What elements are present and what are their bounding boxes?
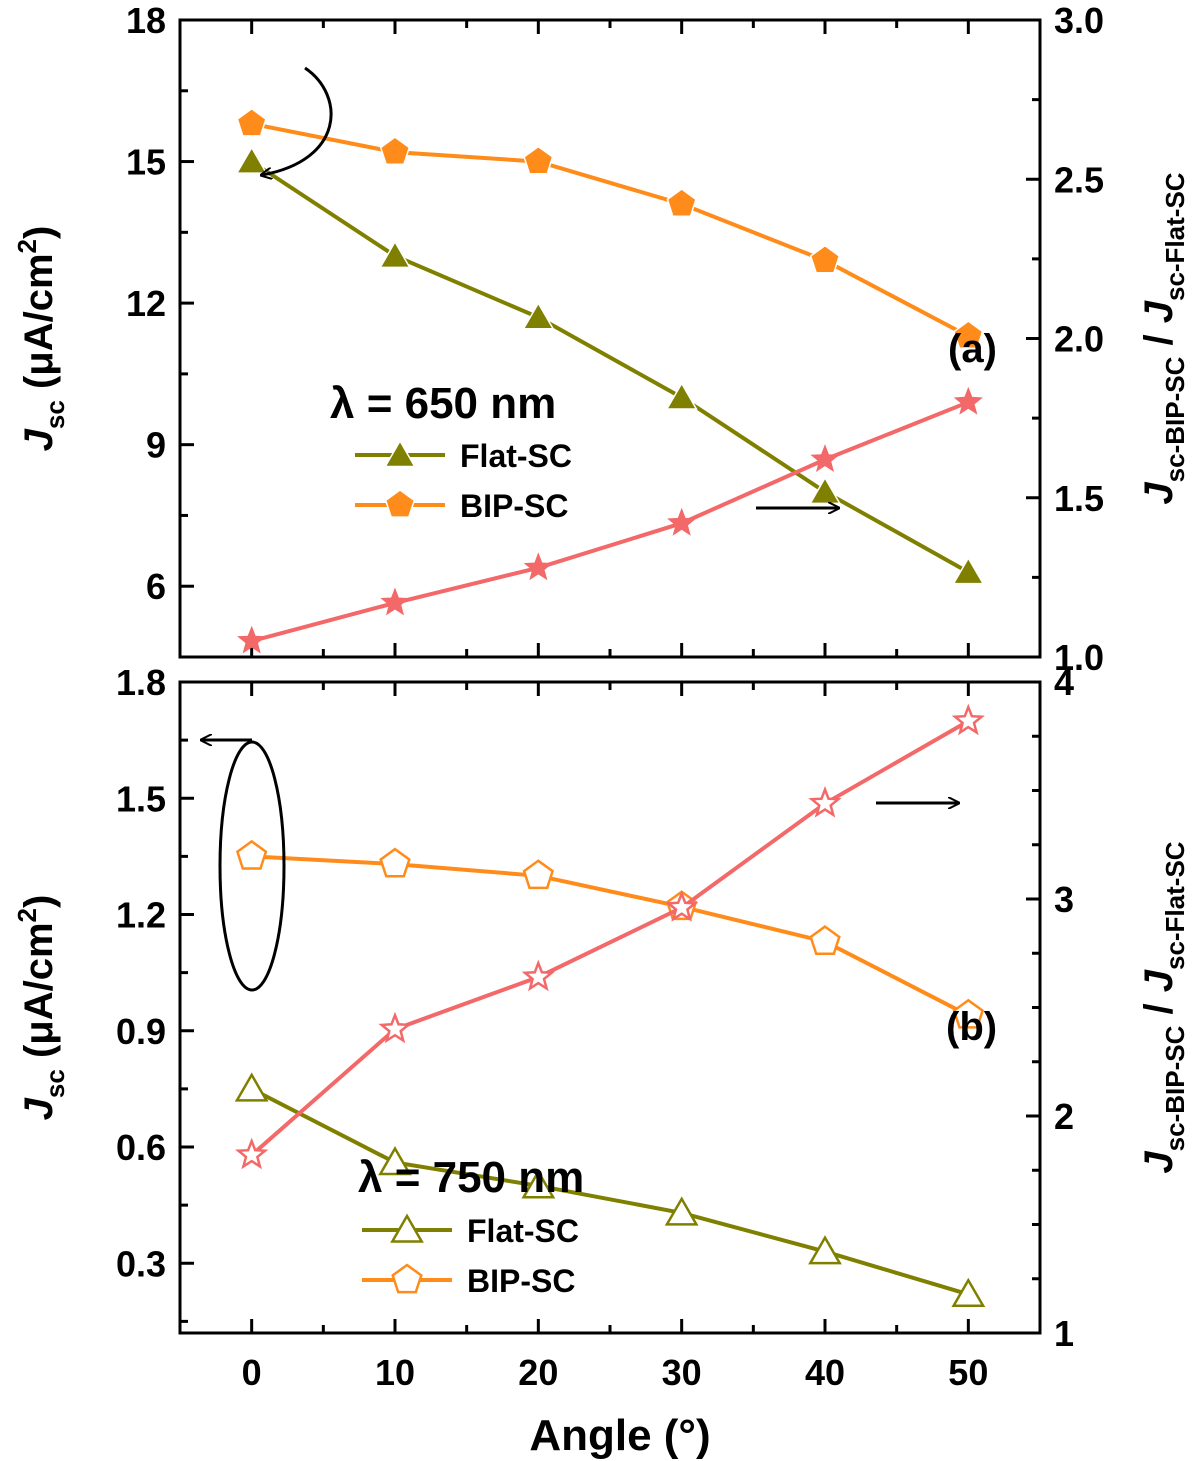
y-right-axis-title: Jsc-BIP-SC / Jsc-Flat-SC xyxy=(1137,172,1190,504)
y-right-tick-label: 2 xyxy=(1054,1096,1074,1137)
y-left-tick-label: 6 xyxy=(146,566,166,607)
series-line-bip-sc xyxy=(251,854,970,1018)
data-point-bip-sc xyxy=(666,188,697,217)
legend-label-flat-sc: Flat-SC xyxy=(467,1213,579,1249)
series-line-ratio xyxy=(250,719,970,1157)
data-point-ratio xyxy=(810,444,840,473)
data-point-flat-sc xyxy=(665,382,698,410)
legend-label-flat-sc: Flat-SC xyxy=(460,438,572,474)
y-left-axis-title: Jsc (μA/cm2) xyxy=(12,226,70,452)
series-line-flat-sc xyxy=(250,1087,969,1297)
series-line-bip-sc xyxy=(251,121,970,338)
data-point-bip-sc xyxy=(379,136,411,166)
data-point-ratio xyxy=(378,1011,412,1044)
data-point-bip-sc xyxy=(952,998,985,1029)
y-left-tick-label: 1.2 xyxy=(116,895,166,936)
panel-b: 0 10 20 30 40 50 Angle (°) 0.3 0.6 0.9 1.2 1.5 1.8 1 2… xyxy=(12,662,1190,1460)
x-axis-title: Angle (°) xyxy=(529,1411,710,1460)
y-left-tick-label: 0.3 xyxy=(116,1243,166,1284)
legend-marker-bip-sc xyxy=(384,489,416,518)
legend-marker-flat-sc xyxy=(384,439,416,468)
x-tick-label: 20 xyxy=(518,1352,558,1393)
data-point-flat-sc xyxy=(809,476,841,505)
legend-marker-bip-sc xyxy=(391,1263,423,1294)
legend-title: λ = 650 nm xyxy=(330,379,556,428)
y-left-tick-label: 15 xyxy=(126,142,166,183)
data-point-bip-sc xyxy=(953,320,984,350)
data-point-bip-sc xyxy=(809,244,841,274)
data-point-bip-sc xyxy=(235,839,268,870)
y-left-tick-label: 0.6 xyxy=(116,1127,166,1168)
left-axis-pointer-arrow xyxy=(262,66,333,175)
x-tick-label: 30 xyxy=(662,1352,702,1393)
y-left-tick-label: 18 xyxy=(126,0,166,41)
y-left-tick-label: 1.5 xyxy=(116,778,166,819)
y-right-tick-label: 3.0 xyxy=(1054,0,1104,41)
data-point-flat-sc xyxy=(952,556,985,585)
data-point-ratio xyxy=(953,386,983,415)
data-point-flat-sc xyxy=(522,301,555,330)
y-right-tick-label: 1.0 xyxy=(1054,637,1104,678)
data-point-bip-sc xyxy=(236,107,267,137)
y-left-axis-title: Jsc (μA/cm2) xyxy=(12,895,70,1121)
y-left-tick-label: 9 xyxy=(146,425,166,466)
data-point-ratio xyxy=(951,703,985,736)
y-right-tick-label: 4 xyxy=(1054,662,1074,703)
x-tick-label: 40 xyxy=(805,1352,845,1393)
legend-label-bip-sc: BIP-SC xyxy=(467,1263,575,1299)
x-tick-label: 10 xyxy=(375,1352,415,1393)
data-point-bip-sc xyxy=(809,925,841,956)
legend-title: λ = 750 nm xyxy=(358,1153,584,1202)
panel-a: 6 9 12 15 18 1.0 1.5 2.0 2.5 3.0 Jsc (μA/cm2) Jsc-B… xyxy=(12,0,1190,678)
legend-label-bip-sc: BIP-SC xyxy=(460,488,568,524)
y-right-tick-label: 2.5 xyxy=(1054,159,1104,200)
data-point-flat-sc xyxy=(378,1145,412,1176)
x-tick-label: 50 xyxy=(948,1352,988,1393)
plot-frame xyxy=(178,18,1042,659)
y-right-tick-label: 1.5 xyxy=(1054,478,1104,519)
legend: λ = 750 nm Flat-SC BIP-SC xyxy=(358,1153,584,1299)
legend: λ = 650 nm Flat-SC BIP-SC xyxy=(330,379,572,524)
y-left-tick-label: 0.9 xyxy=(116,1011,166,1052)
data-point-ratio xyxy=(235,1137,269,1170)
highlight-ellipse xyxy=(218,740,286,992)
data-point-bip-sc xyxy=(523,145,554,175)
y-right-tick-label: 2.0 xyxy=(1054,319,1104,360)
y-right-tick-label: 1 xyxy=(1054,1313,1074,1354)
x-tick-label: 0 xyxy=(242,1352,262,1393)
data-point-ratio xyxy=(237,625,267,654)
y-right-axis-title: Jsc-BIP-SC / Jsc-Flat-SC xyxy=(1137,841,1190,1173)
series-line-ratio xyxy=(251,400,970,644)
data-point-bip-sc xyxy=(522,859,555,890)
y-left-tick-label: 1.8 xyxy=(116,662,166,703)
series-line-flat-sc xyxy=(250,159,970,574)
data-point-flat-sc xyxy=(951,1277,986,1308)
panel-label: (b) xyxy=(946,1005,997,1049)
data-point-flat-sc xyxy=(521,1169,556,1199)
data-point-bip-sc xyxy=(379,847,411,878)
plot-frame xyxy=(178,680,1042,1335)
legend-marker-flat-sc xyxy=(390,1213,424,1243)
data-point-flat-sc xyxy=(235,146,268,174)
data-point-flat-sc xyxy=(379,240,411,269)
y-right-tick-label: 3 xyxy=(1054,879,1074,920)
data-point-ratio xyxy=(380,587,410,616)
data-point-flat-sc xyxy=(234,1072,269,1102)
data-point-ratio xyxy=(523,552,553,581)
data-point-flat-sc xyxy=(808,1235,842,1265)
data-point-flat-sc xyxy=(664,1196,699,1226)
data-point-ratio xyxy=(521,959,555,992)
data-point-ratio xyxy=(808,785,842,818)
data-point-ratio xyxy=(665,890,699,922)
y-left-tick-label: 12 xyxy=(126,283,166,324)
data-point-ratio xyxy=(667,507,697,536)
panel-label: (a) xyxy=(948,327,997,371)
